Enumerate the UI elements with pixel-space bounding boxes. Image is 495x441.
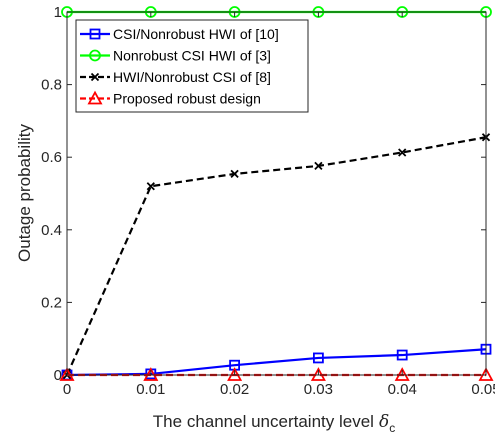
axes-box: [66, 11, 487, 376]
legend-label: HWI/Nonrobust CSI of [8]: [113, 69, 271, 85]
data-point: [396, 349, 408, 361]
y-axis-label: Outage probability: [15, 124, 34, 262]
data-point: [230, 169, 239, 179]
x-tick-label: 0: [63, 381, 71, 398]
legend: CSI/Nonrobust HWI of [10] Nonrobust CSI H…: [75, 19, 309, 113]
data-point: [398, 148, 407, 157]
x-axis-label: The channel uncertainty level δc: [153, 412, 395, 435]
legend-label: Proposed robust design: [113, 91, 261, 107]
x-tick-label: 0.02: [220, 381, 249, 398]
ticks-layer: 0 0.01 0.02 0.03 0.04 0.05 0 0.2 0.4 0.6 0.8 1: [41, 4, 495, 398]
y-tick-label: 0: [54, 367, 62, 384]
legend-label: CSI/Nonrobust HWI of [10]: [113, 26, 279, 42]
x-tick-label: 0.04: [388, 381, 417, 398]
y-tick-label: 0.4: [41, 222, 62, 239]
x-axis-label-symbol: δ: [379, 412, 389, 432]
data-point: [146, 182, 155, 191]
legend-marker: [90, 72, 100, 82]
x-tick-label: 0.01: [136, 381, 165, 398]
legend-label: Nonrobust CSI HWI of [3]: [113, 48, 271, 64]
y-tick-label: 0.8: [41, 77, 62, 94]
x-tick-label: 0.05: [471, 381, 495, 398]
y-tick-label: 0.2: [41, 294, 62, 311]
legend-marker: [87, 90, 103, 105]
series-line: [65, 136, 487, 376]
x-tick-label: 0.03: [304, 381, 333, 398]
legend-marker: [89, 49, 101, 62]
legend-box: [75, 19, 309, 113]
data-point: [312, 352, 324, 364]
x-axis-label-text: The channel uncertainty level: [153, 412, 374, 431]
x-axis-label-subscript: c: [389, 421, 395, 435]
legend-marker: [89, 28, 101, 40]
y-tick-label: 0.6: [41, 149, 62, 166]
y-tick-label: 1: [54, 4, 62, 21]
data-point: [314, 161, 323, 171]
